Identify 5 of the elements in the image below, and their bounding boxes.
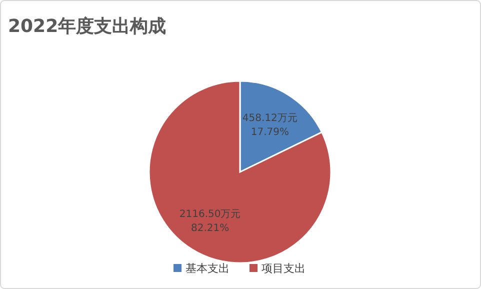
legend-label: 基本支出 xyxy=(186,262,230,275)
data-label: 2116.50万元 82.21% xyxy=(179,208,241,234)
data-label: 458.12万元 17.79% xyxy=(242,113,298,138)
legend-label: 项目支出 xyxy=(262,262,306,275)
chart-title: 2022年度支出构成 xyxy=(8,16,166,37)
